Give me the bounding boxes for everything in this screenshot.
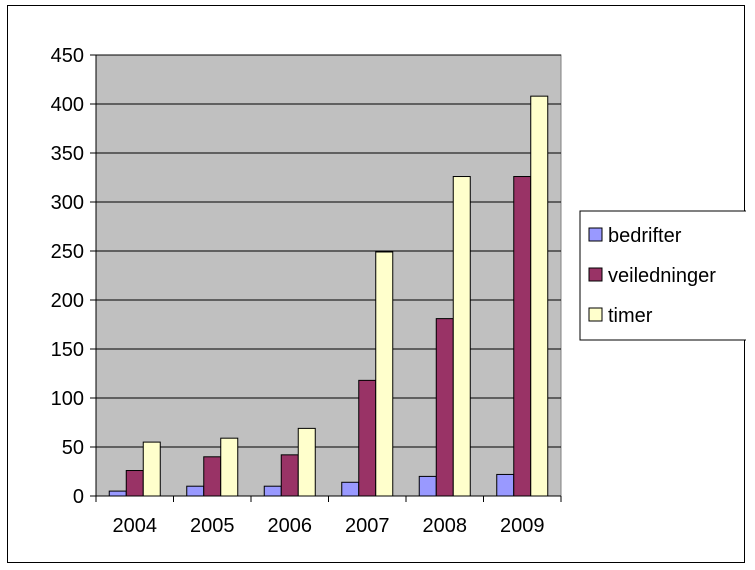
bar-veiledninger-2004 [125,470,144,497]
bar-bedrifter-2004 [108,490,127,497]
chart-frame: 0 50 100 150 200 250 300 350 400 450 2004 2005 2006… [7,5,746,563]
bar-bedrifter-2005 [186,485,205,497]
x-tick-label: 2009 [500,515,545,537]
bar-timer-2008 [452,176,471,497]
legend-box [579,210,746,341]
x-tick-label: 2006 [268,515,313,537]
bar-timer-2006 [297,427,316,497]
legend-label-veiledninger: veiledninger [608,265,716,287]
x-tick-label: 2007 [345,515,390,537]
bar-bedrifter-2009 [496,473,515,497]
y-tick-label: 400 [51,94,84,116]
bar-veiledninger-2008 [435,318,454,497]
x-tick-label: 2004 [113,515,158,537]
bar-veiledninger-2005 [203,456,222,497]
bars [108,95,549,497]
bar-timer-2007 [375,251,394,497]
legend-label-bedrifter: bedrifter [608,225,682,247]
y-tick-label: 150 [51,339,84,361]
axes [90,54,562,502]
x-axis-ticks: 2004 2005 2006 2007 2008 2009 [113,515,545,537]
y-axis-ticks: 0 50 100 150 200 250 300 350 400 450 [51,45,84,508]
plot-area [95,54,562,497]
bar-bedrifter-2006 [263,485,282,497]
bar-timer-2004 [142,441,161,497]
y-tick-label: 450 [51,45,84,67]
bar-chart: 0 50 100 150 200 250 300 350 400 450 2004 2005 2006… [51,45,746,537]
legend-swatch-timer [588,307,603,322]
y-tick-label: 350 [51,143,84,165]
bar-timer-2005 [220,437,239,497]
y-tick-label: 200 [51,290,84,312]
legend-label-timer: timer [608,305,653,327]
x-tick-label: 2008 [423,515,468,537]
grid-lines [96,54,561,448]
bar-timer-2009 [530,95,549,497]
legend-swatch-bedrifter [588,227,603,242]
bar-bedrifter-2008 [418,475,437,497]
bar-veiledninger-2009 [513,176,532,497]
y-tick-label: 100 [51,388,84,410]
y-tick-label: 50 [62,437,84,459]
bar-bedrifter-2007 [341,481,360,497]
bar-veiledninger-2006 [280,454,299,497]
y-tick-label: 250 [51,241,84,263]
legend-swatch-veiledninger [588,267,603,282]
bar-veiledninger-2007 [358,379,377,497]
legend: bedrifter veiledninger timer [579,210,746,341]
y-tick-label: 300 [51,192,84,214]
y-tick-label: 0 [73,486,84,508]
x-tick-label: 2005 [190,515,235,537]
